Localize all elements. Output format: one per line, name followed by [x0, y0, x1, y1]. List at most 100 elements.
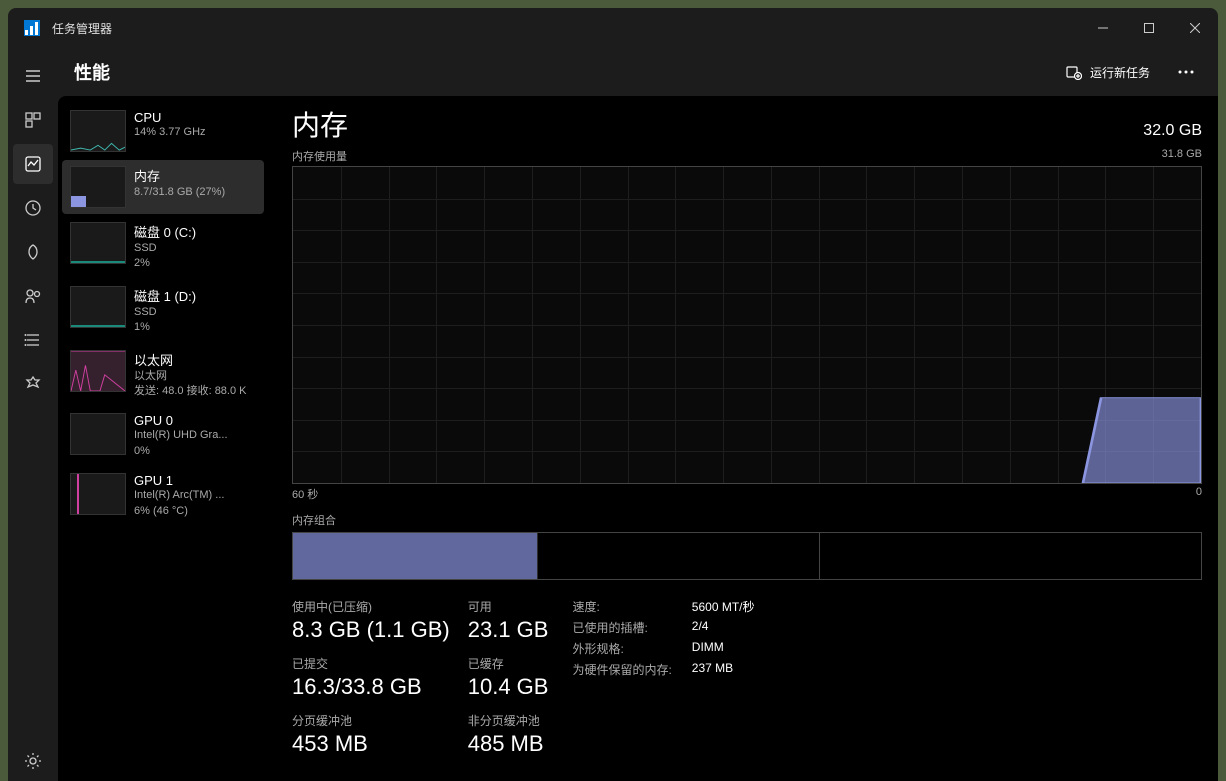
nav-services[interactable] — [13, 364, 53, 404]
nav-users[interactable] — [13, 276, 53, 316]
composition-label: 内存组合 — [292, 512, 1202, 528]
nav-history[interactable] — [13, 188, 53, 228]
sidebar-sub2: 1% — [134, 320, 256, 335]
sidebar-item-eth[interactable]: 以太网以太网发送: 48.0 接收: 88.0 K — [62, 344, 264, 406]
more-icon — [1178, 70, 1194, 74]
comp-used — [293, 533, 538, 579]
sidebar-thumb — [70, 350, 126, 392]
stat-value: 485 MB — [468, 731, 549, 757]
nav-settings[interactable] — [13, 741, 53, 781]
minimize-button[interactable] — [1080, 8, 1126, 48]
sidebar-sub1: 14% 3.77 GHz — [134, 125, 256, 140]
sidebar-title: GPU 1 — [134, 473, 256, 488]
app-icon — [24, 20, 40, 36]
comp-modified — [538, 533, 819, 579]
nav-performance[interactable] — [13, 144, 53, 184]
info-label: 速度: — [572, 598, 671, 615]
sidebar-sub1: Intel(R) Arc(TM) ... — [134, 488, 256, 503]
run-task-label: 运行新任务 — [1090, 64, 1150, 81]
stat-label: 可用 — [468, 598, 549, 615]
sidebar-sub1: SSD — [134, 241, 256, 256]
main-panel: CPU14% 3.77 GHz内存8.7/31.8 GB (27%)磁盘 0 (… — [58, 96, 1218, 781]
sidebar-title: 以太网 — [134, 350, 256, 369]
sidebar-text: GPU 0Intel(R) UHD Gra...0% — [134, 413, 256, 459]
info-label: 为硬件保留的内存: — [572, 661, 671, 678]
sidebar-title: 磁盘 1 (D:) — [134, 286, 256, 305]
stat-block: 分页缓冲池 453 MB — [292, 712, 450, 757]
info-value: DIMM — [692, 640, 755, 657]
memory-usage-chart[interactable] — [292, 166, 1202, 484]
more-button[interactable] — [1170, 56, 1202, 88]
stat-block: 可用 23.1 GB — [468, 598, 549, 643]
sidebar-item-cpu[interactable]: CPU14% 3.77 GHz — [62, 104, 264, 158]
maximize-button[interactable] — [1126, 8, 1172, 48]
sidebar-text: 内存8.7/31.8 GB (27%) — [134, 166, 256, 208]
stat-label: 已缓存 — [468, 655, 549, 672]
sidebar-sub2: 0% — [134, 444, 256, 459]
titlebar[interactable]: 任务管理器 — [8, 8, 1218, 48]
sidebar-text: CPU14% 3.77 GHz — [134, 110, 256, 152]
stats-left: 使用中(已压缩) 8.3 GB (1.1 GB) 可用 23.1 GB 已提交16.3/… — [292, 598, 548, 757]
close-button[interactable] — [1172, 8, 1218, 48]
info-value: 2/4 — [692, 619, 755, 636]
stat-label: 分页缓冲池 — [292, 712, 450, 729]
content: 性能 运行新任务 CPU14% 3.77 GHz内存8.7/31.8 GB (2… — [58, 48, 1218, 781]
hamburger-button[interactable] — [13, 56, 53, 96]
stat-block: 非分页缓冲池 485 MB — [468, 712, 549, 757]
sidebar-title: CPU — [134, 110, 256, 125]
sidebar-item-gpu1[interactable]: GPU 1Intel(R) Arc(TM) ...6% (46 °C) — [62, 467, 264, 525]
stat-block: 已缓存 10.4 GB — [468, 655, 549, 700]
nav-processes[interactable] — [13, 100, 53, 140]
stat-block: 已提交16.3/33.8 GB — [292, 655, 450, 700]
sidebar-text: 磁盘 1 (D:)SSD1% — [134, 286, 256, 336]
memory-detail: 内存 32.0 GB 内存使用量 31.8 GB 60 秒 0 内存组合 — [268, 96, 1218, 781]
detail-title: 内存 — [292, 104, 348, 144]
sidebar-sub1: 以太网 — [134, 369, 256, 384]
stat-block: 使用中(已压缩) 8.3 GB (1.1 GB) — [292, 598, 450, 643]
window-title: 任务管理器 — [52, 20, 1080, 37]
performance-sidebar: CPU14% 3.77 GHz 内存8.7/31.8 GB (27%) 磁盘 0 (… — [58, 96, 268, 781]
usage-label: 内存使用量 — [292, 148, 347, 164]
sidebar-sub1: 8.7/31.8 GB (27%) — [134, 185, 256, 200]
nav-rail — [8, 48, 58, 781]
run-task-button[interactable]: 运行新任务 — [1054, 58, 1162, 87]
stat-value: 8.3 GB (1.1 GB) — [292, 617, 450, 643]
sidebar-text: 以太网以太网发送: 48.0 接收: 88.0 K — [134, 350, 256, 400]
body: 性能 运行新任务 CPU14% 3.77 GHz内存8.7/31.8 GB (2… — [8, 48, 1218, 781]
memory-composition-bar[interactable] — [292, 532, 1202, 580]
stat-value: 23.1 GB — [468, 617, 549, 643]
stat-value: 453 MB — [292, 731, 450, 757]
sidebar-item-mem[interactable]: 内存8.7/31.8 GB (27%) — [62, 160, 264, 214]
x-axis-left: 60 秒 — [292, 486, 318, 502]
sidebar-text: GPU 1Intel(R) Arc(TM) ...6% (46 °C) — [134, 473, 256, 519]
stat-label: 非分页缓冲池 — [468, 712, 549, 729]
stats-right: 速度: 5600 MT/秒已使用的插槽: 2/4 外形规格: DIMM 为硬件保留的内存:… — [572, 598, 754, 757]
sidebar-sub2: 2% — [134, 256, 256, 271]
task-manager-window: 任务管理器 性能 运行新任务 — [8, 8, 1218, 781]
info-value: 237 MB — [692, 661, 755, 678]
sidebar-thumb — [70, 286, 126, 328]
stat-label: 使用中(已压缩) — [292, 598, 450, 615]
info-value: 5600 MT/秒 — [692, 598, 755, 615]
sidebar-title: GPU 0 — [134, 413, 256, 428]
usage-max: 31.8 GB — [1162, 148, 1202, 164]
sidebar-sub1: SSD — [134, 305, 256, 320]
stat-value: 10.4 GB — [468, 674, 549, 700]
stat-value: 16.3/33.8 GB — [292, 674, 450, 700]
nav-startup[interactable] — [13, 232, 53, 272]
page-title: 性能 — [74, 59, 1054, 85]
header: 性能 运行新任务 — [58, 48, 1218, 96]
sidebar-thumb — [70, 413, 126, 455]
nav-details[interactable] — [13, 320, 53, 360]
sidebar-item-disk1[interactable]: 磁盘 1 (D:)SSD1% — [62, 280, 264, 342]
sidebar-sub2: 发送: 48.0 接收: 88.0 K — [134, 384, 256, 399]
window-controls — [1080, 8, 1218, 48]
x-axis-right: 0 — [1196, 486, 1202, 502]
info-label: 外形规格: — [572, 640, 671, 657]
sidebar-thumb — [70, 473, 126, 515]
sidebar-item-gpu0[interactable]: GPU 0Intel(R) UHD Gra...0% — [62, 407, 264, 465]
run-task-icon — [1066, 64, 1082, 80]
info-label: 已使用的插槽: — [572, 619, 671, 636]
sidebar-title: 磁盘 0 (C:) — [134, 222, 256, 241]
sidebar-item-disk0[interactable]: 磁盘 0 (C:)SSD2% — [62, 216, 264, 278]
